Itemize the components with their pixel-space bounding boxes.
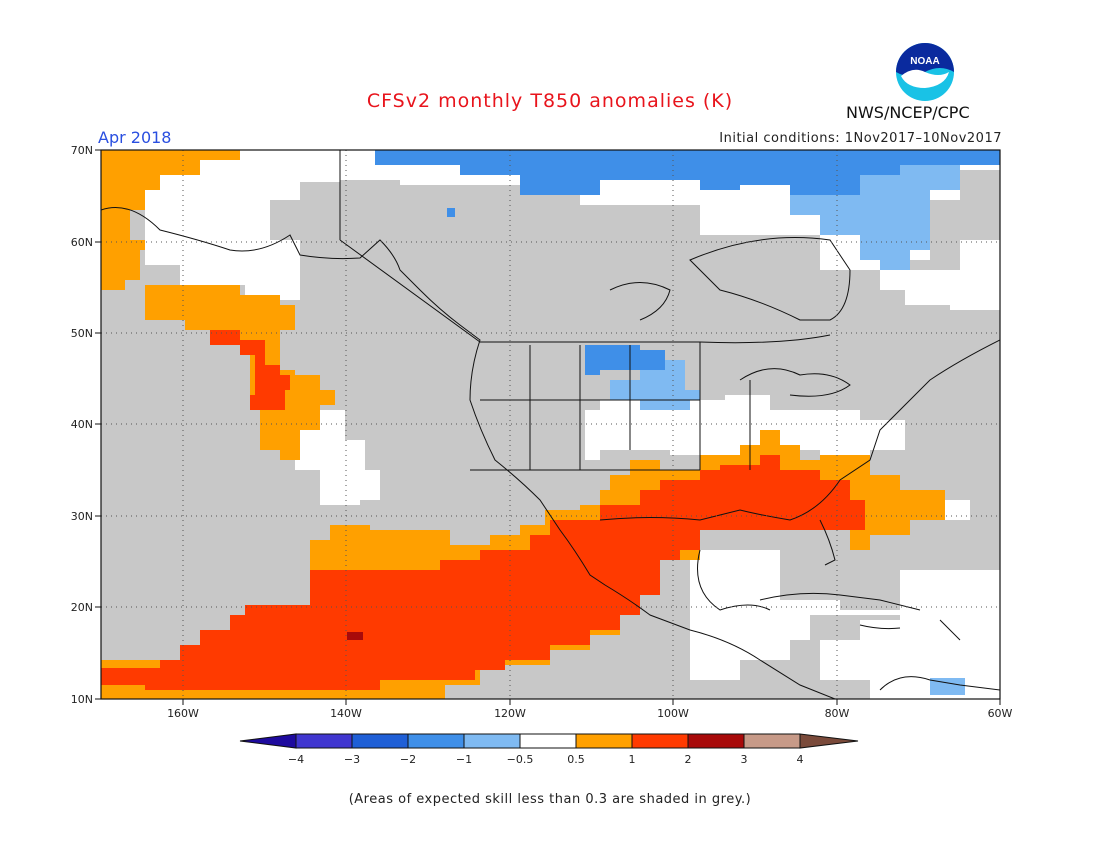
blue-region-arctic	[375, 150, 1000, 195]
colorbar-swatch	[687, 733, 745, 749]
red-region-gulf-of-alaska	[210, 330, 290, 410]
chart-title: CFSv2 monthly T850 anomalies (K)	[366, 90, 734, 112]
lat-label: 40N	[71, 418, 93, 431]
lightblue-region-caribbean	[930, 678, 965, 695]
colorbar-label: 1	[629, 753, 636, 766]
orange-region-bering	[101, 150, 240, 290]
logo-text: NOAA	[910, 56, 939, 67]
lon-label: 60W	[988, 707, 1013, 720]
white-region-central-us	[585, 395, 905, 460]
colorbar-label: 0.5	[567, 753, 585, 766]
colorbar-swatch	[463, 733, 521, 749]
lon-label: 120W	[494, 707, 526, 720]
colorbar-swatch	[351, 733, 409, 749]
axis-ticks	[95, 149, 1001, 705]
lat-label: 70N	[71, 144, 93, 157]
colorbar-arrow-high	[799, 733, 859, 749]
colorbar-label: −4	[288, 753, 304, 766]
lightblue-region-midwest	[610, 360, 700, 410]
colorbar-swatch	[743, 733, 801, 749]
lon-label: 100W	[657, 707, 689, 720]
colorbar-swatch	[295, 733, 353, 749]
colorbar-swatch	[631, 733, 689, 749]
lon-label: 80W	[825, 707, 850, 720]
coastlines	[101, 150, 1000, 699]
white-region-east-canada	[880, 240, 1000, 310]
blue-region-north-plains	[585, 345, 665, 375]
colorbar	[239, 733, 859, 749]
colorbar-swatch	[575, 733, 633, 749]
colorbar-label: −1	[456, 753, 472, 766]
colorbar-label: −0.5	[507, 753, 534, 766]
colorbar-label: 2	[685, 753, 692, 766]
colorbar-label: 4	[797, 753, 804, 766]
forecast-period: Apr 2018	[98, 128, 172, 147]
lat-label: 20N	[71, 601, 93, 614]
colorbar-swatch	[407, 733, 465, 749]
blue-dot-arctic	[447, 208, 455, 217]
colorbar-label: −2	[400, 753, 416, 766]
darkred-cell	[347, 632, 363, 640]
lightblue-region-labrador	[790, 165, 960, 270]
white-region-pacific-nw	[295, 410, 380, 505]
red-region-se-us	[101, 455, 865, 690]
lon-label: 160W	[167, 707, 199, 720]
lat-label: 50N	[71, 327, 93, 340]
colorbar-swatch	[519, 733, 577, 749]
agency-label: NWS/NCEP/CPC	[846, 103, 970, 122]
lon-labels: 160W 140W 120W 100W 80W 60W	[167, 707, 1012, 720]
lat-label: 60N	[71, 236, 93, 249]
skill-note: (Areas of expected skill less than 0.3 a…	[348, 792, 752, 807]
white-region-atlantic-east	[945, 500, 970, 520]
noaa-logo-icon: NOAA	[896, 43, 954, 101]
colorbar-label: 3	[741, 753, 748, 766]
lat-label: 10N	[71, 693, 93, 706]
white-region-atlantic-south	[820, 570, 1000, 699]
lon-label: 140W	[330, 707, 362, 720]
anomaly-field	[101, 150, 1000, 699]
initial-conditions: Initial conditions: 1Nov2017–10Nov2017	[719, 131, 1002, 146]
lat-labels: 10N 20N 30N 40N 50N 60N 70N	[71, 144, 93, 706]
colorbar-labels: −4 −3 −2 −1 −0.5 0.5 1 2 3 4	[288, 753, 804, 766]
colorbar-label: −3	[344, 753, 360, 766]
colorbar-arrow-low	[239, 733, 297, 749]
white-region-caribbean	[690, 550, 900, 680]
lat-label: 30N	[71, 510, 93, 523]
